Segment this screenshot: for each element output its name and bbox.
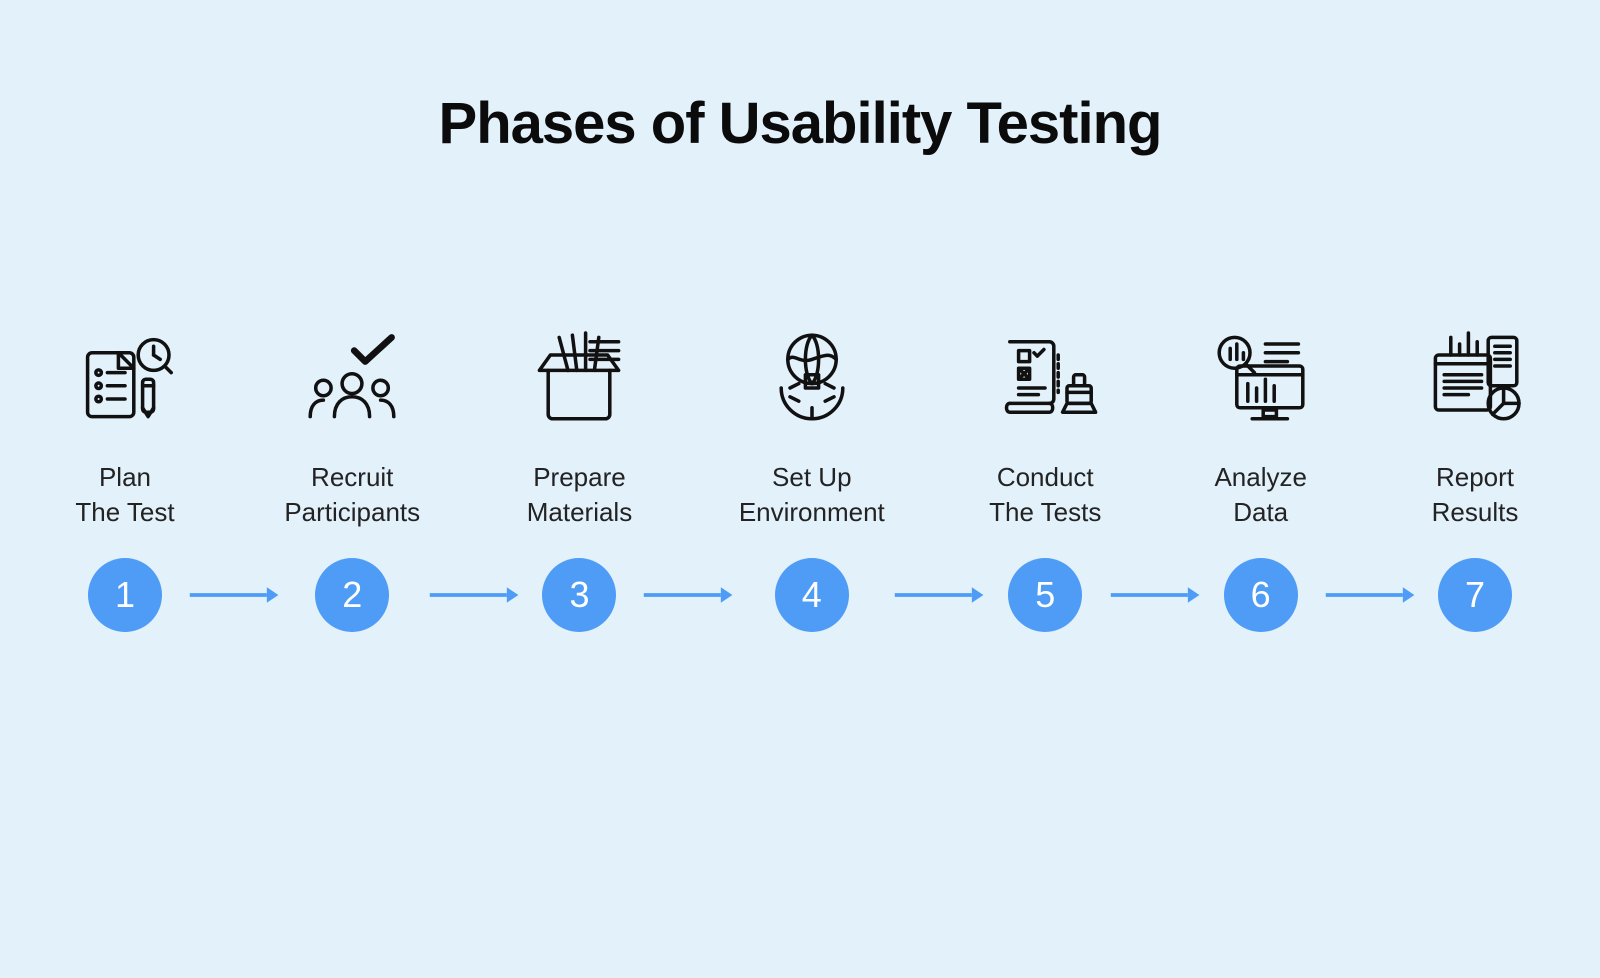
- analyze-data-icon: [1206, 322, 1316, 432]
- arrow-connector: [424, 322, 520, 632]
- step-number: 5: [1035, 574, 1055, 616]
- step-label-line2: Data: [1214, 495, 1307, 530]
- step-number-badge: 7: [1438, 558, 1512, 632]
- conduct-tests-icon: [990, 322, 1100, 432]
- step-label-line1: Set Up: [739, 460, 885, 495]
- step-label-line1: Recruit: [284, 460, 420, 495]
- step-label-line2: The Test: [75, 495, 174, 530]
- step-number-badge: 2: [315, 558, 389, 632]
- step-label: Conduct The Tests: [989, 460, 1101, 530]
- step-number-badge: 4: [775, 558, 849, 632]
- page-title: Phases of Usability Testing: [439, 90, 1162, 157]
- step-label-line1: Analyze: [1214, 460, 1307, 495]
- step-number: 1: [115, 574, 135, 616]
- step-label: Analyze Data: [1214, 460, 1307, 530]
- plan-test-icon: [70, 322, 180, 432]
- step-label: Plan The Test: [75, 460, 174, 530]
- arrow-connector: [638, 322, 734, 632]
- report-results-icon: [1420, 322, 1530, 432]
- arrow-connector: [1320, 322, 1416, 632]
- step-label-line2: Environment: [739, 495, 885, 530]
- step-label-line1: Prepare: [527, 460, 632, 495]
- step-label-line2: Materials: [527, 495, 632, 530]
- step-4: Set Up Environment 4: [739, 322, 885, 632]
- step-5: Conduct The Tests 5: [989, 322, 1101, 632]
- step-number: 6: [1251, 574, 1271, 616]
- prepare-materials-icon: [524, 322, 634, 432]
- step-number: 3: [569, 574, 589, 616]
- steps-row: Plan The Test 1 R: [0, 322, 1600, 632]
- step-label: Prepare Materials: [527, 460, 632, 530]
- step-label-line2: Results: [1432, 495, 1519, 530]
- step-label: Report Results: [1432, 460, 1519, 530]
- step-number-badge: 6: [1224, 558, 1298, 632]
- step-6: Analyze Data 6: [1206, 322, 1316, 632]
- step-number: 7: [1465, 574, 1485, 616]
- step-3: Prepare Materials 3: [524, 322, 634, 632]
- recruit-participants-icon: [297, 322, 407, 432]
- step-number: 2: [342, 574, 362, 616]
- step-label: Set Up Environment: [739, 460, 885, 530]
- arrow-connector: [1105, 322, 1201, 632]
- step-2: Recruit Participants 2: [284, 322, 420, 632]
- step-label-line2: The Tests: [989, 495, 1101, 530]
- step-7: Report Results 7: [1420, 322, 1530, 632]
- step-1: Plan The Test 1: [70, 322, 180, 632]
- arrow-connector: [889, 322, 985, 632]
- step-number-badge: 3: [542, 558, 616, 632]
- step-number: 4: [802, 574, 822, 616]
- step-label-line1: Conduct: [989, 460, 1101, 495]
- arrow-connector: [184, 322, 280, 632]
- step-label-line2: Participants: [284, 495, 420, 530]
- step-number-badge: 1: [88, 558, 162, 632]
- step-label: Recruit Participants: [284, 460, 420, 530]
- infographic-canvas: Phases of Usability Testing: [0, 0, 1600, 978]
- step-label-line1: Plan: [75, 460, 174, 495]
- step-label-line1: Report: [1432, 460, 1519, 495]
- step-number-badge: 5: [1008, 558, 1082, 632]
- setup-environment-icon: [757, 322, 867, 432]
